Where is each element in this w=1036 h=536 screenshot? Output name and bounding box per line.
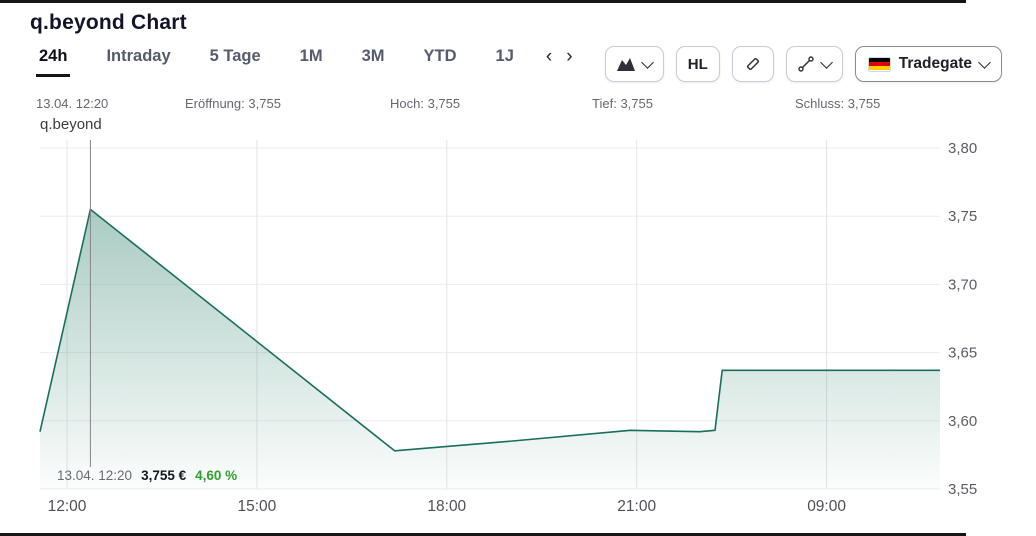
trend-line-icon — [798, 56, 814, 72]
crosshair-tooltip: 13.04. 12:20 3,755 € 4,60 % — [57, 468, 237, 483]
chart-toolbar: HL Tradegate — [604, 46, 1002, 82]
period-tabs: 24h Intraday 5 Tage 1M 3M YTD 1J ‹ › — [36, 47, 573, 77]
hl-label: HL — [687, 55, 708, 73]
quote-high: Hoch: 3,755 — [390, 96, 461, 111]
germany-flag-icon — [867, 56, 891, 72]
y-axis-label: 3,55 — [948, 481, 977, 498]
drawing-tools-icon — [746, 57, 759, 71]
tab-ytd[interactable]: YTD — [423, 47, 457, 65]
tab-scroll-nav: ‹ › — [546, 47, 573, 67]
x-axis-label: 12:00 — [48, 498, 87, 515]
chevron-right-icon[interactable]: › — [566, 46, 573, 67]
tab-5-tage[interactable]: 5 Tage — [209, 47, 261, 65]
y-axis-label: 3,75 — [948, 208, 977, 225]
price-line — [39, 208, 940, 452]
quote-open: Eröffnung: 3,755 — [185, 96, 281, 111]
chart-area-fill — [40, 209, 940, 489]
draw-tools-button[interactable] — [731, 46, 774, 82]
quote-timestamp: 13.04. 12:20 — [36, 96, 109, 111]
page-edge-top — [0, 0, 966, 3]
tooltip-change: 4,60 % — [195, 468, 238, 483]
y-axis-label: 3,80 — [948, 140, 977, 157]
series-label: q.beyond — [40, 116, 102, 133]
tab-1j[interactable]: 1J — [495, 47, 514, 65]
x-axis-label: 15:00 — [238, 498, 277, 515]
tab-1m[interactable]: 1M — [299, 47, 323, 65]
chevron-left-icon[interactable]: ‹ — [545, 46, 553, 67]
quote-low: Tief: 3,755 — [592, 96, 653, 111]
chart-type-dropdown[interactable] — [604, 46, 664, 82]
exchange-selector[interactable]: Tradegate — [854, 46, 1002, 82]
tooltip-timestamp: 13.04. 12:20 — [57, 468, 133, 483]
trend-line-dropdown[interactable] — [785, 46, 843, 82]
area-chart-icon — [616, 58, 635, 71]
page-edge-bottom — [0, 533, 966, 536]
y-axis-label: 3,70 — [948, 276, 977, 293]
y-axis-label: 3,65 — [948, 345, 977, 362]
hl-toggle-button[interactable]: HL — [675, 46, 720, 82]
page-title: q.beyond Chart — [30, 11, 187, 34]
tab-intraday[interactable]: Intraday — [106, 47, 171, 65]
quote-close: Schluss: 3,755 — [795, 96, 881, 111]
x-axis-label: 09:00 — [807, 498, 846, 515]
tab-24h[interactable]: 24h — [36, 47, 71, 77]
y-axis-label: 3,60 — [948, 413, 977, 430]
x-axis-label: 18:00 — [427, 498, 466, 515]
tooltip-price: 3,755 € — [141, 468, 187, 483]
x-axis-label: 21:00 — [617, 498, 656, 515]
exchange-label: Tradegate — [898, 55, 972, 72]
tab-3m[interactable]: 3M — [361, 47, 385, 65]
